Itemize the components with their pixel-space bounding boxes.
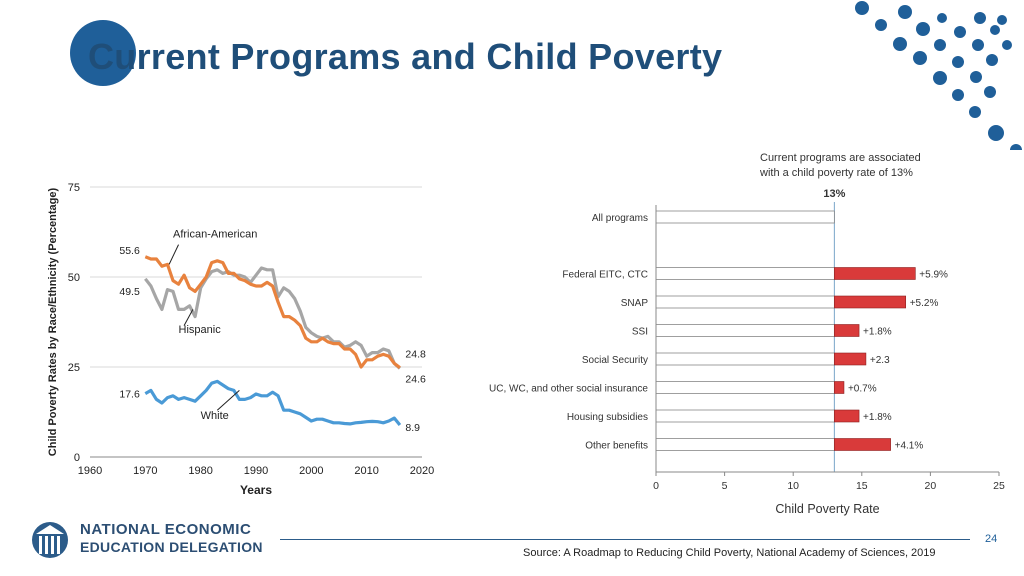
x-tick-label: 0 (653, 480, 659, 492)
category-label: SNAP (621, 298, 649, 309)
increment-label: +4.1% (895, 441, 924, 452)
category-label: Social Security (582, 355, 648, 366)
label-arrow (183, 309, 194, 326)
line-chart-series (144, 255, 402, 427)
increment-bar (834, 324, 860, 337)
baseline-bar (655, 324, 835, 337)
increment-bar (834, 295, 907, 309)
logo-text-line1: NATIONAL ECONOMIC (80, 521, 252, 538)
increment-bar (834, 409, 860, 423)
y-tick-label: 25 (68, 362, 80, 374)
x-tick-label: 25 (993, 480, 1005, 492)
start-value-label: 49.5 (119, 286, 140, 298)
baseline-bar (655, 267, 835, 280)
bar-chart-bars: +5.9% +5.2% +1.8% +2.3 +0.7% +1.8% +4.1% (655, 210, 948, 452)
x-tick-label: 2010 (354, 465, 378, 477)
footer-divider (280, 539, 970, 540)
increment-label: +2.3 (870, 355, 890, 366)
series-line-african-american (144, 255, 401, 369)
label-arrow (216, 390, 240, 411)
series-name-label: White (201, 410, 229, 422)
increment-bar (834, 438, 891, 451)
baseline-bar (655, 295, 835, 309)
x-axis-title: Child Poverty Rate (775, 502, 879, 516)
y-axis-title: Child Poverty Rates by Race/Ethnicity (P… (47, 187, 59, 456)
baseline-bar (655, 352, 835, 366)
increment-label: +0.7% (848, 384, 877, 395)
x-tick-label: 1990 (244, 465, 268, 477)
x-tick-label: 20 (925, 480, 937, 492)
annotation-line-1: Current programs are associated (760, 152, 921, 164)
title-circle-decoration (70, 20, 136, 86)
increment-label: +1.8% (863, 412, 892, 423)
category-label: All programs (592, 213, 648, 224)
x-tick-label: 2020 (410, 465, 434, 477)
logo-text-line2: EDUCATION DELEGATION (80, 539, 263, 555)
category-label: Other benefits (585, 441, 648, 452)
y-tick-label: 50 (68, 272, 80, 284)
annotation-line-2: with a child poverty rate of 13% (759, 167, 913, 179)
y-tick-label: 75 (68, 182, 80, 194)
line-chart-axes: 0 25 50 75 1960 1970 1980 1990 2000 2010 2020 Years… (47, 182, 434, 497)
page-title: Current Programs and Child Poverty (88, 36, 723, 77)
series-name-label: Hispanic (179, 324, 222, 336)
start-value-label: 17.6 (119, 389, 140, 401)
source-citation: Source: A Roadmap to Reducing Child Pove… (523, 547, 936, 559)
line-chart: 0 25 50 75 1960 1970 1980 1990 2000 2010 2020 Years… (47, 182, 434, 497)
x-tick-label: 1970 (133, 465, 157, 477)
baseline-bar (655, 409, 835, 423)
end-value-label: 24.6 (405, 373, 426, 385)
increment-bar (834, 381, 845, 394)
x-tick-label: 15 (856, 480, 868, 492)
decorative-dots (855, 1, 1022, 150)
x-tick-label: 2000 (299, 465, 323, 477)
baseline-bar (655, 210, 835, 224)
page-number: 24 (985, 533, 998, 545)
x-tick-label: 1960 (78, 465, 102, 477)
increment-label: +5.2% (910, 298, 939, 309)
series-line-white (144, 379, 402, 427)
category-label: Housing subsidies (567, 412, 648, 423)
increment-bar (834, 267, 916, 280)
increment-label: +1.8% (863, 327, 892, 338)
x-tick-label: 5 (722, 480, 728, 492)
end-value-label: 8.9 (405, 422, 420, 434)
baseline-bar (655, 438, 835, 451)
category-label: UC, WC, and other social insurance (489, 384, 648, 395)
logo-icon (32, 522, 68, 558)
bar-chart-axes: All programs Federal EITC, CTC SNAP SSI Soci… (489, 205, 1005, 516)
increment-bar (834, 352, 867, 366)
bar-chart: Current programs are associated with a ch… (489, 152, 1005, 516)
start-value-label: 55.6 (119, 245, 140, 257)
reference-value-label: 13% (823, 188, 845, 200)
x-axis-title: Years (240, 483, 272, 497)
bar-chart-reference: Current programs are associated with a ch… (759, 152, 921, 472)
end-value-label: 24.8 (405, 349, 426, 361)
x-tick-label: 1980 (188, 465, 212, 477)
line-chart-labels: 55.6 49.5 17.6 24.8 24.6 8.9 African-American H… (119, 228, 426, 434)
baseline-bar (655, 381, 835, 394)
series-name-label: African-American (173, 228, 257, 240)
category-label: SSI (632, 327, 648, 338)
y-tick-label: 0 (74, 452, 80, 464)
increment-label: +5.9% (919, 270, 948, 281)
series-line-hispanic (144, 266, 401, 370)
label-arrow (168, 244, 179, 265)
category-label: Federal EITC, CTC (562, 270, 648, 281)
x-tick-label: 10 (787, 480, 799, 492)
